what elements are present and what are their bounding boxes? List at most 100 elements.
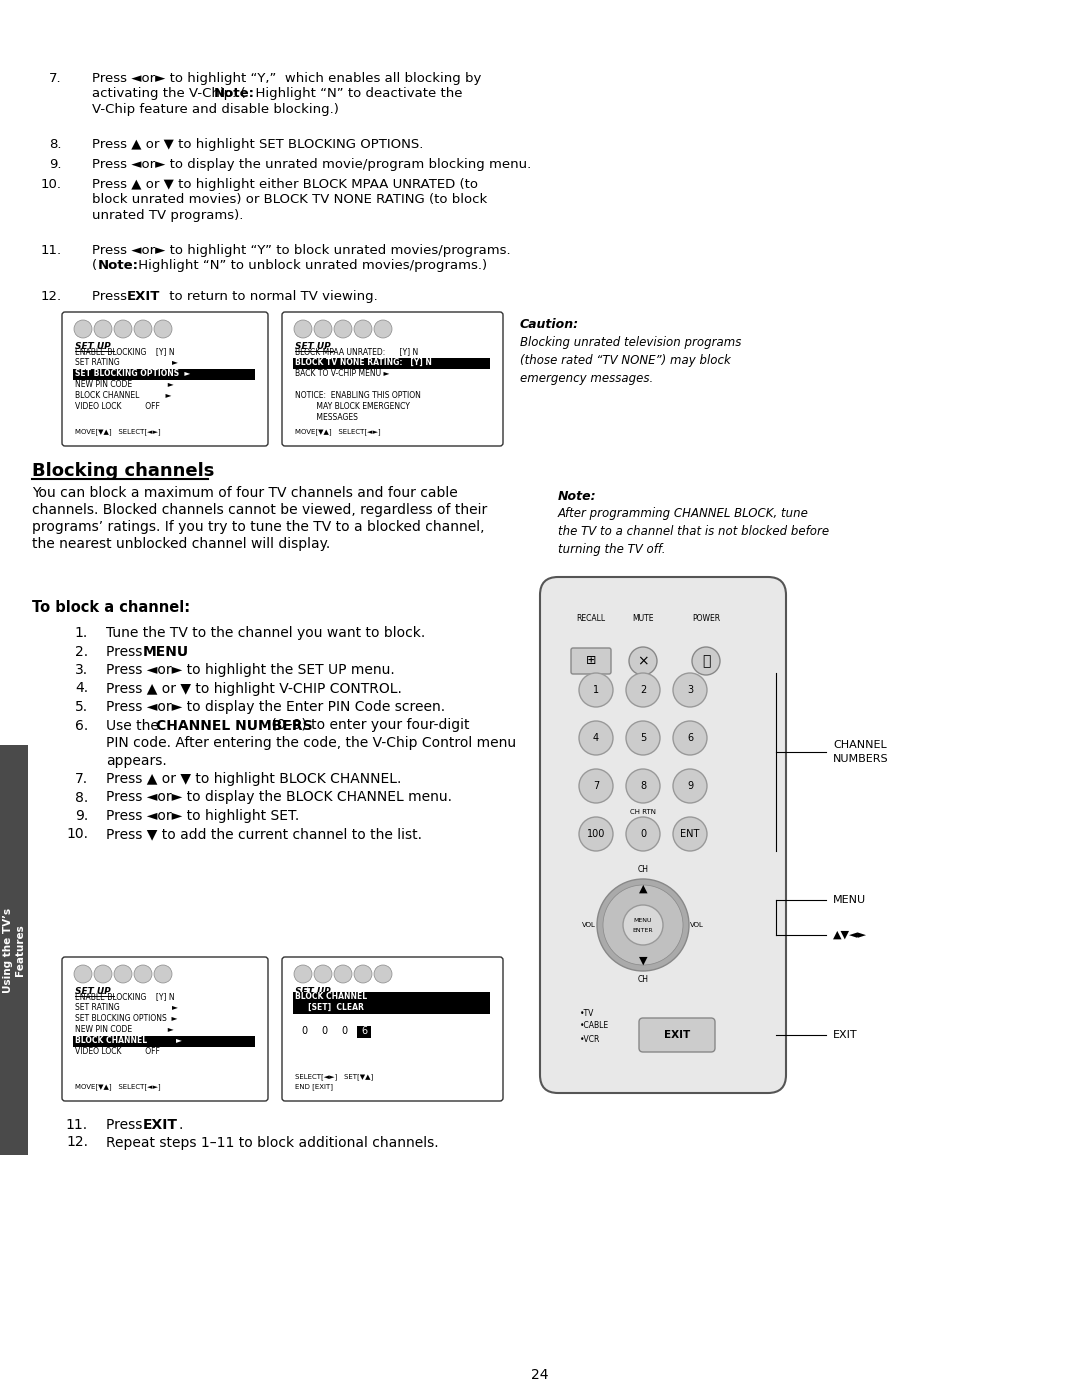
- FancyBboxPatch shape: [73, 1037, 255, 1046]
- Text: VIDEO LOCK          OFF: VIDEO LOCK OFF: [75, 402, 160, 411]
- Text: 6: 6: [361, 1025, 367, 1037]
- Text: BACK TO V-CHIP MENU ►: BACK TO V-CHIP MENU ►: [295, 369, 390, 379]
- Text: MENU: MENU: [634, 918, 652, 922]
- Text: SET UP: SET UP: [295, 988, 330, 996]
- Text: 12.: 12.: [41, 291, 62, 303]
- Text: Press: Press: [106, 644, 147, 658]
- Text: V-Chip feature and disable blocking.): V-Chip feature and disable blocking.): [92, 103, 339, 116]
- Text: You can block a maximum of four TV channels and four cable: You can block a maximum of four TV chann…: [32, 486, 458, 500]
- Text: 2.: 2.: [75, 644, 87, 658]
- Text: 9.: 9.: [75, 809, 87, 823]
- Text: MUTE: MUTE: [632, 615, 653, 623]
- Text: Press ◄or► to display the BLOCK CHANNEL menu.: Press ◄or► to display the BLOCK CHANNEL …: [106, 791, 453, 805]
- Text: 3: 3: [687, 685, 693, 694]
- Text: 10.: 10.: [66, 827, 87, 841]
- Text: Repeat steps 1–11 to block additional channels.: Repeat steps 1–11 to block additional ch…: [106, 1136, 438, 1150]
- Text: MOVE[▼▲]   SELECT[◄►]: MOVE[▼▲] SELECT[◄►]: [75, 429, 161, 434]
- Circle shape: [626, 817, 660, 851]
- Circle shape: [626, 768, 660, 803]
- Text: ENABLE BLOCKING    [Y] N: ENABLE BLOCKING [Y] N: [75, 346, 175, 356]
- Text: RECALL: RECALL: [577, 615, 606, 623]
- Text: NOTICE:  ENABLING THIS OPTION: NOTICE: ENABLING THIS OPTION: [295, 391, 421, 400]
- Circle shape: [626, 721, 660, 754]
- Text: ⊞: ⊞: [585, 655, 596, 668]
- FancyBboxPatch shape: [293, 1003, 490, 1014]
- Text: 6: 6: [687, 733, 693, 743]
- Text: ▲▼◄►: ▲▼◄►: [833, 930, 867, 940]
- Text: ▲: ▲: [638, 884, 647, 894]
- Circle shape: [354, 965, 372, 983]
- Circle shape: [692, 647, 720, 675]
- Text: Press: Press: [92, 291, 132, 303]
- Circle shape: [579, 768, 613, 803]
- Circle shape: [334, 965, 352, 983]
- Text: ENT: ENT: [680, 828, 700, 840]
- Text: VOL: VOL: [582, 922, 596, 928]
- Text: 2: 2: [639, 685, 646, 694]
- Text: MOVE[▼▲]   SELECT[◄►]: MOVE[▼▲] SELECT[◄►]: [75, 1083, 161, 1090]
- Text: MOVE[▼▲]   SELECT[◄►]: MOVE[▼▲] SELECT[◄►]: [295, 429, 380, 434]
- Text: Highlight “N” to deactivate the: Highlight “N” to deactivate the: [247, 88, 462, 101]
- Text: Press ▲ or ▼ to highlight V-CHIP CONTROL.: Press ▲ or ▼ to highlight V-CHIP CONTROL…: [106, 682, 402, 696]
- Text: ⏻: ⏻: [702, 654, 711, 668]
- Text: CHANNEL NUMBERS: CHANNEL NUMBERS: [156, 718, 312, 732]
- Text: To block a channel:: To block a channel:: [32, 599, 190, 615]
- Text: BLOCK CHANNEL           ►: BLOCK CHANNEL ►: [75, 1037, 181, 1045]
- Text: Using the TV’s
Features: Using the TV’s Features: [3, 908, 25, 992]
- Text: .: .: [179, 644, 184, 658]
- FancyBboxPatch shape: [0, 745, 28, 1155]
- Text: 6.: 6.: [75, 718, 87, 732]
- FancyBboxPatch shape: [639, 1018, 715, 1052]
- Text: Press ◄or► to highlight “Y” to block unrated movies/programs.: Press ◄or► to highlight “Y” to block unr…: [92, 244, 511, 257]
- Text: SET RATING                      ►: SET RATING ►: [75, 1003, 178, 1011]
- Text: Press: Press: [106, 1118, 147, 1132]
- Text: END [EXIT]: END [EXIT]: [295, 1083, 333, 1090]
- Circle shape: [579, 817, 613, 851]
- Circle shape: [673, 768, 707, 803]
- Text: activating the V-Chip. (: activating the V-Chip. (: [92, 88, 245, 101]
- Circle shape: [603, 886, 683, 965]
- Text: ENABLE BLOCKING    [Y] N: ENABLE BLOCKING [Y] N: [75, 992, 175, 1002]
- Text: the nearest unblocked channel will display.: the nearest unblocked channel will displ…: [32, 536, 330, 550]
- Circle shape: [673, 673, 707, 707]
- Text: MAY BLOCK EMERGENCY: MAY BLOCK EMERGENCY: [295, 402, 410, 411]
- Text: 1: 1: [593, 685, 599, 694]
- Text: 3.: 3.: [75, 664, 87, 678]
- Text: SET UP: SET UP: [295, 342, 330, 351]
- Text: block unrated movies) or BLOCK TV NONE RATING (to block: block unrated movies) or BLOCK TV NONE R…: [92, 193, 487, 207]
- Text: Use the: Use the: [106, 718, 163, 732]
- Circle shape: [94, 965, 112, 983]
- Text: programs’ ratings. If you try to tune the TV to a blocked channel,: programs’ ratings. If you try to tune th…: [32, 520, 485, 534]
- FancyBboxPatch shape: [293, 358, 490, 369]
- Circle shape: [629, 647, 657, 675]
- Text: .: .: [179, 1118, 184, 1132]
- Text: CH: CH: [637, 975, 648, 985]
- Text: NEW PIN CODE               ►: NEW PIN CODE ►: [75, 1025, 174, 1034]
- Text: Blocking channels: Blocking channels: [32, 462, 214, 481]
- Text: SET UP: SET UP: [75, 342, 111, 351]
- Text: SET UP: SET UP: [75, 988, 111, 996]
- Circle shape: [154, 965, 172, 983]
- Text: channels. Blocked channels cannot be viewed, regardless of their: channels. Blocked channels cannot be vie…: [32, 503, 487, 517]
- Text: Press ◄or► to highlight the SET UP menu.: Press ◄or► to highlight the SET UP menu.: [106, 664, 395, 678]
- Text: 7.: 7.: [75, 773, 87, 787]
- Circle shape: [314, 320, 332, 338]
- Circle shape: [623, 905, 663, 944]
- Text: 1.: 1.: [75, 626, 87, 640]
- Circle shape: [626, 673, 660, 707]
- Text: appears.: appears.: [106, 753, 166, 767]
- FancyBboxPatch shape: [357, 1025, 372, 1038]
- Text: [SET]  CLEAR: [SET] CLEAR: [295, 1003, 364, 1011]
- Text: Press ◄or► to highlight “Y,”  which enables all blocking by: Press ◄or► to highlight “Y,” which enabl…: [92, 73, 482, 85]
- Circle shape: [334, 320, 352, 338]
- Text: EXIT: EXIT: [127, 291, 160, 303]
- Text: SET RATING                      ►: SET RATING ►: [75, 358, 178, 367]
- Text: EXIT: EXIT: [664, 1030, 690, 1039]
- Circle shape: [579, 673, 613, 707]
- Text: MENU: MENU: [143, 644, 189, 658]
- Text: 4.: 4.: [75, 682, 87, 696]
- FancyBboxPatch shape: [293, 992, 490, 1003]
- Text: SELECT[◄►]   SET[▼▲]: SELECT[◄►] SET[▼▲]: [295, 1073, 374, 1080]
- Text: 0: 0: [321, 1025, 327, 1037]
- FancyBboxPatch shape: [62, 957, 268, 1101]
